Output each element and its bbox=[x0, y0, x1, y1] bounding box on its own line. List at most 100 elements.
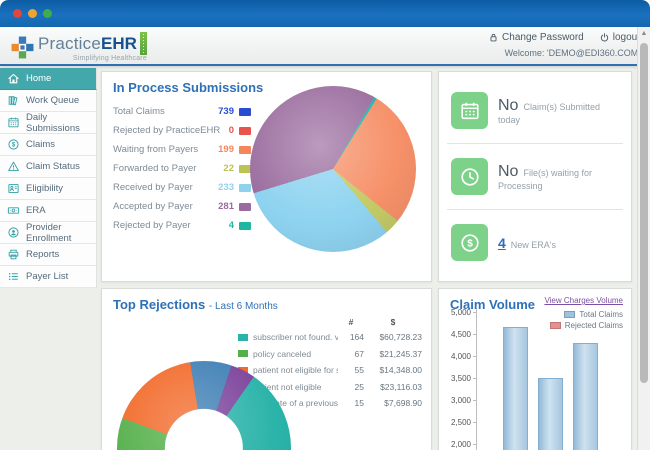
total-claims-bar bbox=[503, 327, 528, 450]
rejection-amount: $7,698.90 bbox=[384, 398, 422, 409]
sidebar-item-claim-status[interactable]: Claim Status bbox=[0, 156, 97, 178]
stats-list: No Claim(s) Submitted today No File(s) wait… bbox=[447, 78, 623, 275]
claims-icon bbox=[7, 138, 20, 151]
col-header-amount: $ bbox=[390, 317, 396, 327]
claim-volume-title: Claim Volume bbox=[450, 297, 536, 312]
window-close-dot[interactable] bbox=[13, 9, 22, 18]
legend-swatch bbox=[239, 164, 251, 173]
sidebar-item-eligibility[interactable]: Eligibility bbox=[0, 178, 97, 200]
legend-swatch bbox=[239, 221, 251, 230]
lock-icon bbox=[488, 32, 499, 43]
sidebar-item-label: Work Queue bbox=[26, 95, 80, 106]
y-axis-tick-mark bbox=[473, 422, 477, 423]
reports-icon bbox=[7, 248, 20, 261]
sidebar-item-work-queue[interactable]: Work Queue bbox=[0, 90, 97, 112]
sidebar-item-label: Provider Enrollment bbox=[26, 221, 72, 244]
claim-volume-legend: Total Claims Rejected Claims bbox=[549, 309, 623, 331]
y-axis-tick-label: 4,000 bbox=[450, 352, 471, 361]
sidebar-item-era[interactable]: ERA bbox=[0, 200, 97, 222]
logo-cross-icon bbox=[11, 36, 34, 58]
vertical-scrollbar[interactable]: ▲ bbox=[637, 27, 650, 450]
practice-ehr-logo: Practice EHR Simplifying Healthcare bbox=[10, 32, 147, 62]
stat-row-3: 4 New ERA's bbox=[447, 210, 623, 275]
calendar-icon bbox=[459, 100, 481, 122]
power-icon bbox=[599, 32, 610, 43]
in-process-title: In Process Submissions bbox=[113, 80, 264, 95]
rejection-count: 67 bbox=[354, 348, 364, 359]
sidebar-item-payer-list[interactable]: Payer List bbox=[0, 266, 97, 288]
sidebar-item-claims[interactable]: Claims bbox=[0, 134, 97, 156]
view-charges-volume-link[interactable]: View Charges Volume bbox=[544, 296, 623, 305]
rejection-amount: $14,348.00 bbox=[379, 365, 422, 376]
logo-tagline: Simplifying Healthcare bbox=[72, 55, 147, 62]
y-axis-tick-mark bbox=[473, 378, 477, 379]
stat-big-value[interactable]: 4 bbox=[498, 234, 506, 251]
brand-practice: Practice bbox=[38, 34, 102, 53]
era-icon bbox=[7, 204, 20, 217]
stat-text: 4 New ERA's bbox=[498, 235, 556, 251]
change-password-link[interactable]: Change Password bbox=[488, 32, 584, 43]
window-maximize-dot[interactable] bbox=[43, 9, 52, 18]
in-process-legend-row: Total Claims 739 bbox=[113, 102, 251, 121]
stat-text: No File(s) waiting for Processing bbox=[498, 163, 623, 191]
rejection-label: policy canceled bbox=[253, 348, 312, 359]
legend-label: Total Claims bbox=[113, 106, 165, 117]
stat-row-2: No File(s) waiting for Processing bbox=[447, 144, 623, 210]
y-axis-tick-mark bbox=[473, 400, 477, 401]
sidebar-item-label: Payer List bbox=[26, 271, 69, 282]
stat-big-value: No bbox=[498, 162, 519, 180]
sidebar-item-label: Claims bbox=[26, 139, 56, 150]
claim-volume-legend-row: Rejected Claims bbox=[549, 320, 623, 331]
total-claims-bar bbox=[538, 377, 563, 450]
donut-hole bbox=[164, 408, 244, 450]
payer-list-icon bbox=[7, 270, 20, 283]
in-process-legend: Total Claims 739 Rejected by PracticeEHR 0 W… bbox=[113, 102, 251, 235]
in-process-legend-row: Forwarded to Payer 22 bbox=[113, 159, 251, 178]
sidebar-item-reports[interactable]: Reports bbox=[0, 244, 97, 266]
claim-volume-panel: Claim Volume View Charges Volume Total C… bbox=[438, 288, 632, 450]
in-process-legend-row: Received by Payer 233 bbox=[113, 178, 251, 197]
work-queue-icon bbox=[7, 94, 20, 107]
y-axis-tick-label: 3,500 bbox=[450, 374, 471, 383]
sidebar-item-provider-enrollment[interactable]: Provider Enrollment bbox=[0, 222, 97, 244]
y-axis-tick-label: 3,000 bbox=[450, 396, 471, 405]
scrollbar-up-arrow-icon[interactable]: ▲ bbox=[640, 30, 648, 37]
scrollbar-thumb[interactable] bbox=[640, 43, 648, 383]
y-axis-tick-mark bbox=[473, 444, 477, 445]
window-minimize-dot[interactable] bbox=[28, 9, 37, 18]
legend-value: 199 bbox=[218, 144, 234, 155]
claim-volume-legend-swatch bbox=[549, 322, 561, 329]
rejection-row: policy canceled 67 $21,245.37 bbox=[238, 346, 422, 363]
stat-text: No Claim(s) Submitted today bbox=[498, 97, 623, 125]
rejection-label: patient not eligible for submi... bbox=[253, 365, 338, 376]
logout-link[interactable]: logout bbox=[599, 32, 640, 43]
rejection-label: duplicate of a previously proc... bbox=[253, 398, 338, 409]
claim-volume-legend-label: Rejected Claims bbox=[564, 321, 623, 330]
claim-volume-legend-row: Total Claims bbox=[550, 309, 623, 320]
window-controls bbox=[13, 9, 52, 18]
sidebar-item-home[interactable]: Home bbox=[0, 68, 97, 90]
rejection-label: patient not eligible bbox=[253, 381, 322, 392]
sidebar-item-label: ERA bbox=[26, 205, 46, 216]
header-right: Change Password logout Welcome: 'DEMO@ED… bbox=[488, 32, 640, 58]
stat-row-1: No Claim(s) Submitted today bbox=[447, 78, 623, 144]
logout-label: logout bbox=[612, 32, 640, 43]
in-process-pie-chart bbox=[250, 86, 416, 252]
home-icon bbox=[7, 72, 20, 85]
legend-label: Rejected by Payer bbox=[113, 220, 191, 231]
claim-volume-legend-swatch bbox=[564, 311, 576, 318]
y-axis-tick-label: 2,000 bbox=[450, 440, 471, 449]
legend-value: 4 bbox=[228, 220, 234, 231]
legend-value: 233 bbox=[218, 182, 234, 193]
sidebar-item-label: Daily Submissions bbox=[26, 111, 80, 134]
window-titlebar bbox=[0, 0, 650, 27]
in-process-legend-row: Rejected by PracticeEHR 0 bbox=[113, 121, 251, 140]
top-rejections-panel: Top Rejections - Last 6 Months # $ subscri… bbox=[101, 288, 432, 450]
rejection-swatch bbox=[238, 333, 248, 341]
rejection-row: patient not eligible for submi... 55 $14,3… bbox=[238, 362, 422, 379]
rejection-count: 25 bbox=[354, 381, 364, 392]
y-axis-tick-label: 2,500 bbox=[450, 418, 471, 427]
sidebar-item-daily-submissions[interactable]: Daily Submissions bbox=[0, 112, 97, 134]
rejection-count: 15 bbox=[354, 398, 364, 409]
